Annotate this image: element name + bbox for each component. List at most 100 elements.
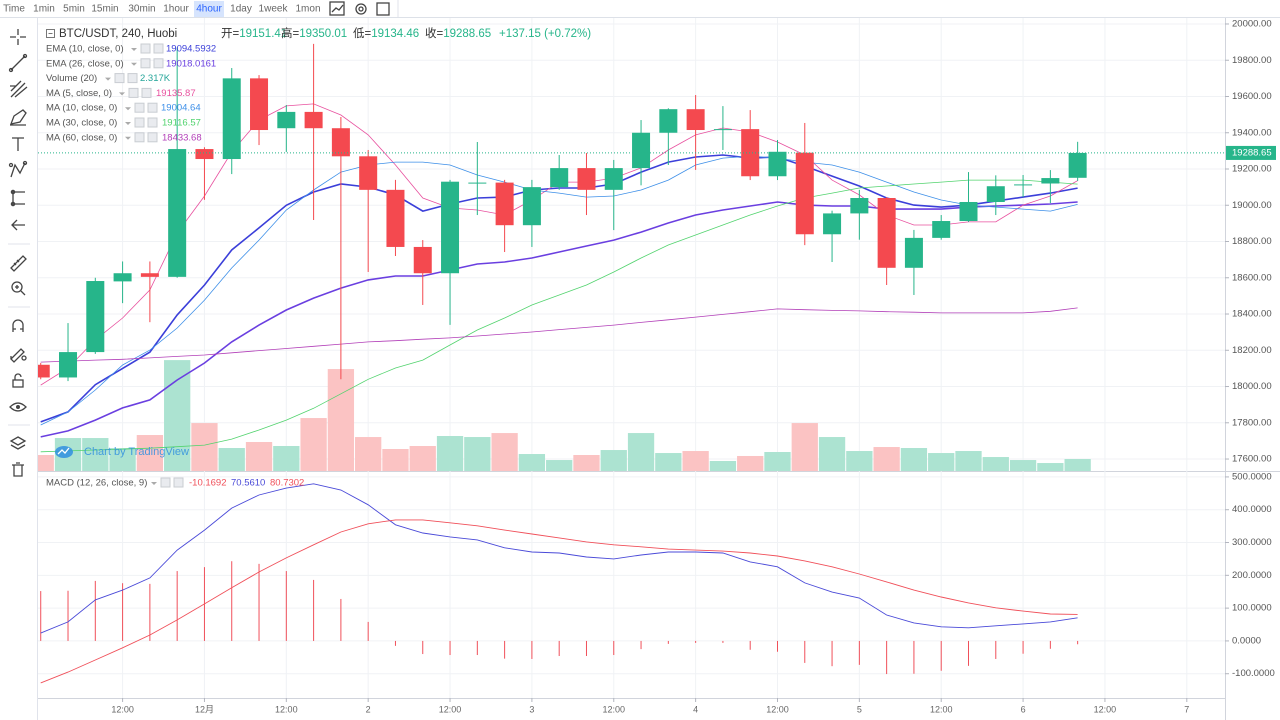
fullscreen-button[interactable]: [376, 2, 390, 16]
legend-close-button[interactable]: [141, 87, 152, 98]
high-label: 高=: [281, 26, 299, 40]
legend-settings-button[interactable]: [140, 43, 151, 54]
legend-settings-button[interactable]: [114, 73, 125, 84]
y-tick-label: 18000.00: [1232, 381, 1272, 392]
volume-bar: [600, 450, 627, 471]
legend-settings-button[interactable]: [134, 117, 145, 128]
interval-button[interactable]: 15min: [91, 4, 118, 15]
legend-dropdown[interactable]: [125, 136, 131, 140]
x-tick-label: 7: [1184, 704, 1189, 714]
legend-settings-button[interactable]: [160, 477, 171, 488]
legend-value: 19135.87: [156, 88, 196, 99]
visibility-tool[interactable]: [9, 402, 27, 412]
y-tick-label: 100.0000: [1232, 603, 1272, 614]
legend-close-button[interactable]: [173, 477, 184, 488]
legend-label: MA (10, close, 0): [46, 103, 117, 114]
volume-bar: [818, 437, 846, 471]
y-tick-label: 400.0000: [1232, 504, 1272, 515]
legend-dropdown[interactable]: [125, 122, 131, 125]
settings-button[interactable]: [355, 3, 367, 15]
text-tool[interactable]: [12, 137, 24, 151]
back-tool[interactable]: [11, 219, 25, 231]
macd-value: 70.5610: [231, 478, 265, 489]
candle-body: [304, 111, 323, 129]
y-tick-label: 19800.00: [1232, 55, 1272, 66]
trend-line-tool[interactable]: [8, 53, 28, 73]
interval-button[interactable]: 1min: [33, 4, 55, 15]
y-tick-label: 20000.00: [1232, 18, 1272, 29]
volume-bar: [355, 437, 382, 471]
legend: EMA (10, close, 0) 19094.5932 EMA (26, clo…: [46, 43, 304, 489]
stay-drawing-tool[interactable]: [10, 348, 27, 363]
x-tick-label: 12月: [195, 704, 214, 714]
legend-value: 19094.5932: [166, 44, 216, 55]
candle-body: [331, 128, 350, 157]
lock-tool[interactable]: [12, 373, 24, 388]
y-tick-label: 18400.00: [1232, 309, 1272, 320]
legend-dropdown[interactable]: [119, 92, 125, 96]
x-tick-label: 5: [857, 704, 862, 714]
change-value: +137.15 (+0.72%): [499, 28, 591, 40]
legend-close-button[interactable]: [147, 117, 158, 128]
legend-close-button[interactable]: [153, 43, 164, 54]
legend-settings-button[interactable]: [140, 58, 151, 69]
legend-value: 2.317K: [140, 73, 171, 84]
volume-bar: [409, 445, 436, 471]
interval-button[interactable]: Time: [3, 4, 25, 15]
left-toolbar: [0, 18, 38, 720]
volume-bar: [327, 369, 355, 471]
measure-tool[interactable]: [10, 255, 27, 272]
legend-close-button[interactable]: [147, 102, 158, 113]
volume-bar: [546, 460, 573, 471]
candle-body: [386, 189, 405, 247]
magnet-tool[interactable]: [12, 319, 24, 332]
legend-dropdown[interactable]: [131, 48, 137, 51]
legend-settings-button[interactable]: [128, 87, 139, 98]
zoom-tool[interactable]: [11, 281, 26, 296]
interval-button[interactable]: 1day: [230, 4, 252, 15]
x-tick-label: 2: [366, 704, 371, 714]
collapse-button[interactable]: [46, 29, 55, 38]
high-field: 高=19350.01: [281, 26, 347, 40]
volume-bar: [982, 457, 1009, 471]
interval-button[interactable]: 1mon: [295, 4, 320, 15]
close-label: 收=: [425, 26, 443, 40]
legend-dropdown[interactable]: [151, 482, 157, 485]
chart-type-button[interactable]: [329, 1, 345, 16]
layers-tool[interactable]: [9, 436, 27, 450]
interval-button[interactable]: 30min: [128, 4, 155, 15]
legend-dropdown[interactable]: [131, 62, 137, 66]
y-tick-label: 200.0000: [1232, 570, 1272, 581]
y-tick-label: 17600.00: [1232, 454, 1272, 465]
legend-close-button[interactable]: [147, 132, 158, 143]
prediction-tool[interactable]: [10, 189, 25, 207]
volume-bar: [164, 360, 191, 471]
legend-dropdown[interactable]: [105, 77, 111, 81]
macd-signal-line: [40, 519, 1078, 684]
legend-close-button[interactable]: [153, 58, 164, 69]
crosshair-tool[interactable]: [10, 29, 26, 45]
legend-settings-button[interactable]: [134, 132, 145, 143]
volume-bar: [846, 451, 873, 471]
volume-bar: [955, 451, 982, 471]
volume-bar: [136, 435, 164, 471]
candle-body: [713, 129, 732, 131]
legend-close-button[interactable]: [127, 73, 138, 84]
candle-body: [522, 187, 541, 226]
volume-bar: [764, 451, 791, 471]
legend-value: 19018.0161: [166, 58, 216, 69]
interval-button[interactable]: 5min: [63, 4, 85, 15]
volume-bar: [382, 448, 409, 471]
interval-button[interactable]: 1week: [259, 4, 289, 15]
legend-dropdown[interactable]: [125, 107, 131, 111]
interval-button[interactable]: 1hour: [163, 4, 189, 15]
interval-button[interactable]: 4hour: [196, 4, 222, 15]
open-field: 开=19151.41: [221, 28, 287, 40]
chart-title: BTC/USDT, 240, Huobi: [59, 28, 177, 40]
brush-tool[interactable]: [9, 109, 27, 126]
legend-settings-button[interactable]: [134, 102, 145, 113]
delete-tool[interactable]: [12, 462, 24, 477]
candle-body: [413, 246, 432, 274]
pitchfork-tool[interactable]: [10, 80, 28, 98]
